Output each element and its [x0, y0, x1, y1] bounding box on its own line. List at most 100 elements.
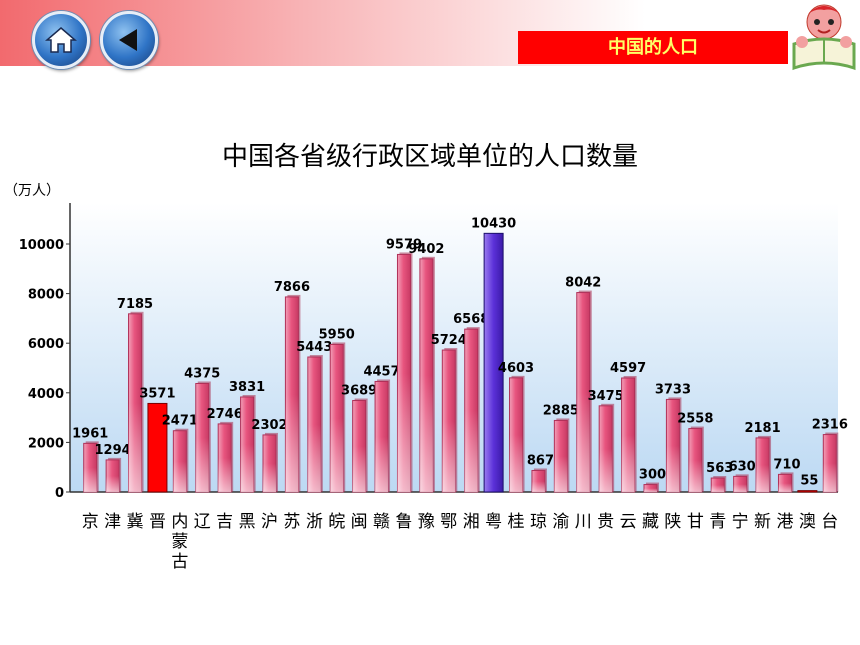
x-tick-label: 藏	[642, 512, 659, 532]
data-label: 2885	[543, 403, 579, 418]
x-tick-label: 辽	[194, 512, 211, 532]
home-button[interactable]	[32, 11, 90, 69]
bar-highlight	[352, 446, 366, 492]
x-tick-label: 皖	[328, 512, 345, 532]
bar-highlight	[576, 392, 590, 492]
data-label: 867	[527, 453, 554, 468]
x-tick-label: 沪	[261, 512, 278, 532]
bar-highlight	[419, 375, 433, 492]
data-label: 4597	[610, 361, 646, 376]
y-axis-unit: （万人）	[4, 183, 60, 199]
x-tick-label: 贵	[597, 512, 614, 532]
x-tick-label: 津	[104, 512, 121, 532]
bar-highlight	[599, 448, 613, 492]
x-tick-label: 川	[575, 512, 592, 532]
bar-highlight	[285, 394, 299, 492]
x-tick-label: 粤	[485, 512, 502, 532]
x-tick-label: 新	[754, 512, 771, 532]
data-label: 3831	[229, 380, 265, 395]
data-label: 3733	[655, 382, 691, 397]
bar-粤	[483, 232, 504, 493]
data-label: 300	[639, 468, 666, 483]
bar-highlight	[330, 418, 344, 492]
data-label: 1294	[95, 443, 131, 458]
mascot-reading-icon	[792, 4, 856, 71]
bar-highlight	[218, 457, 232, 492]
bar-highlight	[644, 488, 657, 492]
y-tick-label: 10000	[19, 238, 64, 253]
data-label: 710	[773, 457, 800, 472]
chart-title: 中国各省级行政区域单位的人口数量	[221, 142, 638, 172]
x-tick-label: 云	[620, 512, 637, 532]
x-tick-label: 豫	[418, 512, 435, 532]
bar-highlight	[397, 373, 411, 492]
x-tick-label: 赣	[373, 512, 390, 532]
data-label: 9402	[408, 242, 444, 257]
x-tick-label: 青	[709, 512, 726, 532]
x-tick-label: 鲁	[395, 512, 412, 532]
back-button[interactable]	[100, 11, 158, 69]
bar-highlight	[823, 463, 837, 492]
bar-highlight	[195, 437, 209, 492]
bar-highlight	[307, 424, 321, 492]
data-label: 1961	[72, 426, 108, 441]
bar-highlight	[442, 421, 456, 492]
data-label: 2558	[677, 412, 713, 427]
bar-highlight	[778, 483, 792, 492]
data-label: 7866	[274, 280, 310, 295]
x-tick-label: 苏	[283, 512, 300, 532]
x-tick-label: 内	[171, 512, 188, 532]
bar-highlight	[106, 475, 120, 492]
data-label: 4375	[184, 367, 220, 382]
x-tick-label: 琼	[530, 512, 547, 532]
data-label: 2181	[744, 421, 780, 436]
y-tick-label: 0	[55, 486, 64, 501]
x-tick-label: 港	[776, 512, 793, 532]
bar-highlight	[128, 402, 142, 492]
bar-highlight	[531, 481, 545, 492]
section-title: 中国的人口	[518, 31, 788, 64]
data-label: 2316	[812, 418, 848, 433]
x-tick-label: 晋	[149, 512, 166, 532]
bar-highlight	[554, 456, 568, 492]
x-tick-label: 甘	[687, 512, 704, 532]
bar-晋	[147, 402, 168, 493]
data-label: 6568	[453, 312, 489, 327]
x-tick-label: 陕	[664, 512, 681, 532]
data-label: 4603	[498, 361, 534, 376]
x-tick-label: 澳	[799, 512, 816, 532]
data-label: 630	[729, 459, 756, 474]
y-tick-label: 4000	[28, 387, 64, 402]
data-label: 5724	[431, 333, 467, 348]
bar-澳	[797, 490, 818, 493]
data-label: 2746	[207, 407, 243, 422]
bar-highlight	[666, 445, 680, 492]
x-tick-label: 渝	[552, 512, 569, 532]
x-tick-label: 冀	[127, 512, 144, 532]
data-label: 2471	[162, 414, 198, 429]
y-tick-label: 6000	[28, 337, 64, 352]
y-tick-label: 2000	[28, 436, 64, 451]
bar-highlight	[621, 434, 635, 492]
data-label: 2302	[251, 418, 287, 433]
x-tick-label: 古	[171, 552, 188, 572]
bar-highlight	[509, 434, 523, 492]
data-label: 55	[800, 474, 818, 489]
bar-highlight	[756, 464, 770, 492]
x-tick-label: 蒙	[171, 532, 188, 552]
x-tick-label: 鄂	[440, 512, 457, 532]
back-arrow-icon	[119, 29, 137, 51]
bar-highlight	[711, 485, 725, 492]
x-tick-label: 宁	[732, 512, 749, 532]
bar-highlight	[83, 467, 97, 492]
data-label: 4457	[363, 364, 399, 379]
x-tick-label: 浙	[306, 512, 323, 532]
x-tick-label: 京	[82, 512, 99, 532]
home-icon	[45, 27, 77, 53]
data-label: 7185	[117, 297, 153, 312]
bar-highlight	[733, 484, 747, 492]
x-tick-label: 桂	[508, 512, 525, 532]
data-label: 3689	[341, 384, 377, 399]
data-label: 5950	[319, 327, 355, 342]
data-label: 10430	[471, 216, 516, 231]
